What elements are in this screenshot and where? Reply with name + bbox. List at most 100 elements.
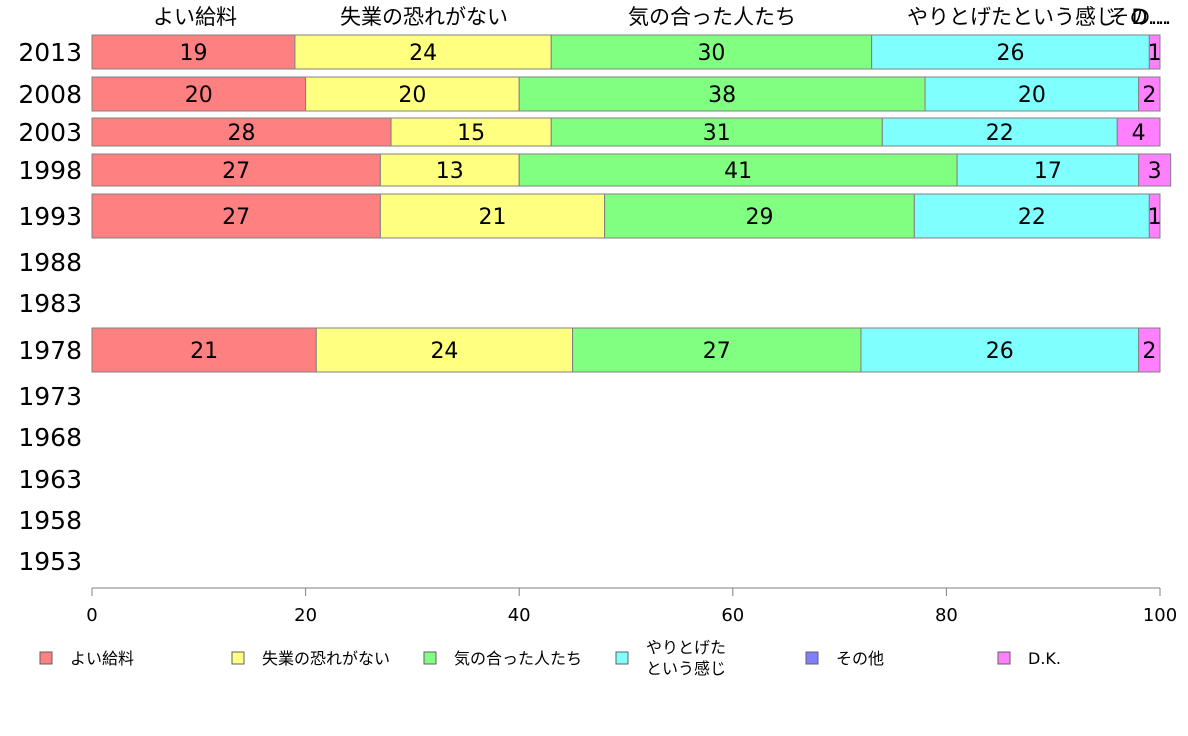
bar-value-label: 26 [996,41,1024,66]
bar-value-label: 41 [724,159,752,184]
legend-swatch [39,651,53,665]
bar-value-label: 22 [986,121,1014,146]
bar-value-label: 20 [1018,83,1046,108]
bar-value-label: 27 [222,159,250,184]
bar-segment [604,193,915,239]
bar-segment [91,34,296,70]
year-label: 2003 [18,118,82,147]
legend-swatch [423,651,437,665]
bar-segment [860,327,1140,373]
year-label: 2013 [18,38,82,67]
bar-segment [1138,327,1161,373]
bar-value-label: 21 [479,205,507,230]
bar-value-label: 27 [703,339,731,364]
bar-segment [1148,34,1161,70]
legend-swatch [997,651,1011,665]
year-label: 1963 [18,465,82,494]
x-tick-label: 0 [86,605,97,626]
year-label: 1993 [18,202,82,231]
bar-segment [91,193,381,239]
bar-value-label: 20 [398,83,426,108]
bar-value-label: 30 [697,41,725,66]
series-header-labels: よい給料 失業の恐れがない 気の合った人たち やりとげたという感じその…D… [153,5,1172,29]
bar-segment [518,76,926,112]
bar-segment [956,153,1140,187]
bar-value-label: 4 [1132,121,1146,146]
year-label: 1978 [18,336,82,365]
x-axis: 0 20 40 60 80 100 [86,587,1177,626]
bar-segment [550,34,873,70]
year-label: 2008 [18,80,82,109]
bar-segment [379,153,520,187]
year-label: 1968 [18,423,82,452]
bar-value-label: 17 [1034,159,1062,184]
bar-value-label: 21 [190,339,218,364]
bar-value-label: 19 [179,41,207,66]
bar-segment [315,327,574,373]
bar-segment [91,153,381,187]
bar-area: 19 24 30 26 120 20 38 20 228 15 31 22 427 13 41 17 327 21… [91,34,1172,373]
bar-value-label: 27 [222,205,250,230]
bar-segment [91,76,307,112]
year-label: 1998 [18,156,82,185]
legend-label: D.K. [1028,649,1061,668]
x-tick-label: 100 [1143,605,1177,626]
bar-segment [881,117,1118,147]
bar-segment [390,117,552,147]
bar-value-label: 1 [1148,41,1162,66]
year-label: 1973 [18,382,82,411]
legend-swatch [231,651,245,665]
header-label: 気の合った人たち [628,5,796,29]
bar-value-label: 26 [986,339,1014,364]
bar-value-label: 2 [1142,83,1156,108]
header-label: よい給料 [153,5,237,29]
year-axis-labels: 2013 2008 2003 1998 1993 1988 1983 1978 1973 1968… [18,38,82,576]
bar-value-label: 31 [703,121,731,146]
x-tick-label: 20 [294,605,317,626]
bar-value-label: 28 [228,121,256,146]
x-tick-label: 80 [935,605,958,626]
header-label: その… [1109,5,1172,29]
bar-segment [1138,153,1172,187]
header-label: やりとげたという感じ [907,5,1117,29]
year-label: 1988 [18,248,82,277]
bar-segment [305,76,520,112]
bar-value-label: 15 [457,121,485,146]
legend: よい給料 失業の恐れがない 気の合った人たち やりとげたという感じ その他 D.K. [39,638,1061,678]
year-label: 1953 [18,547,82,576]
bar-value-label: 20 [185,83,213,108]
bar-segment [924,76,1140,112]
bar-value-label: 13 [436,159,464,184]
bar-value-label: 24 [430,339,458,364]
legend-swatch [615,651,629,665]
header-label: D… [1131,5,1168,29]
year-label: 1958 [18,506,82,535]
bar-value-label: 24 [409,41,437,66]
bar-segment [91,327,317,373]
header-label: 失業の恐れがない [340,5,508,29]
legend-label: 失業の恐れがない [262,649,390,668]
bar-segment [294,34,552,70]
bar-segment [518,153,958,187]
bar-value-label: 38 [708,83,736,108]
bar-segment [913,193,1150,239]
year-label: 1983 [18,289,82,318]
bar-value-label: 29 [746,205,774,230]
bar-value-label: 3 [1148,159,1162,184]
bar-segment [1148,193,1161,239]
bar-value-label: 1 [1148,205,1162,230]
legend-label: やりとげた [646,638,726,657]
legend-label: その他 [836,649,884,668]
bar-segment [871,34,1150,70]
x-tick-label: 40 [508,605,531,626]
legend-label: という感じ [646,659,726,678]
bar-segment [550,117,883,147]
legend-label: よい給料 [70,649,134,668]
x-tick-label: 60 [721,605,744,626]
bar-segment [572,327,862,373]
bar-value-label: 2 [1142,339,1156,364]
bar-value-label: 22 [1018,205,1046,230]
bar-segment [1116,117,1161,147]
bar-segment [1138,76,1161,112]
